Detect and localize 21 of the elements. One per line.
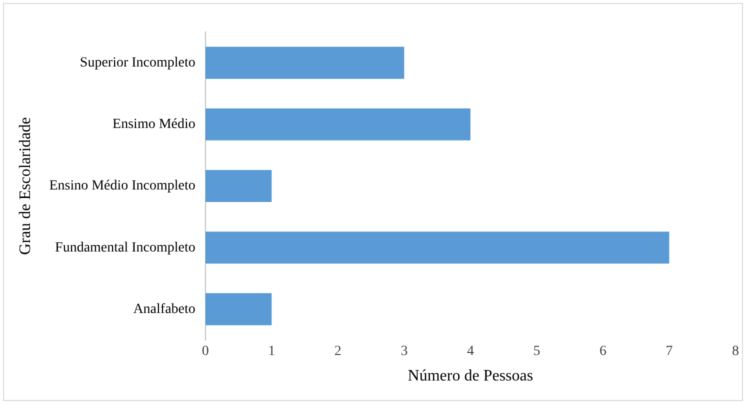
y-tick-label: Analfabeto: [133, 302, 196, 317]
bar: [205, 232, 670, 264]
y-axis-title: Grau de Escolaridade: [16, 117, 34, 255]
x-tick-label: 7: [666, 344, 673, 360]
x-tick-label: 4: [466, 344, 474, 360]
bar: [205, 293, 272, 326]
y-tick-label: Ensino Médio Incompleto: [49, 178, 196, 194]
x-tick-label: 5: [533, 344, 540, 360]
x-tick-label: 2: [334, 344, 342, 360]
x-tick-label: 1: [268, 344, 276, 360]
x-tick-label: 6: [599, 344, 606, 360]
x-tick-label: 8: [732, 344, 739, 360]
x-tick-label: 3: [400, 344, 408, 360]
bar: [205, 46, 404, 79]
bar: [205, 170, 272, 202]
y-tick-label: Ensimo Médio: [112, 117, 196, 132]
x-axis-title: Número de Pessoas: [408, 368, 534, 385]
bar: [205, 108, 470, 140]
x-tick-label: 0: [202, 344, 209, 360]
y-tick-label: Superior Incompleto: [80, 55, 196, 70]
y-tick-label: Fundamental Incompleto: [55, 240, 196, 256]
